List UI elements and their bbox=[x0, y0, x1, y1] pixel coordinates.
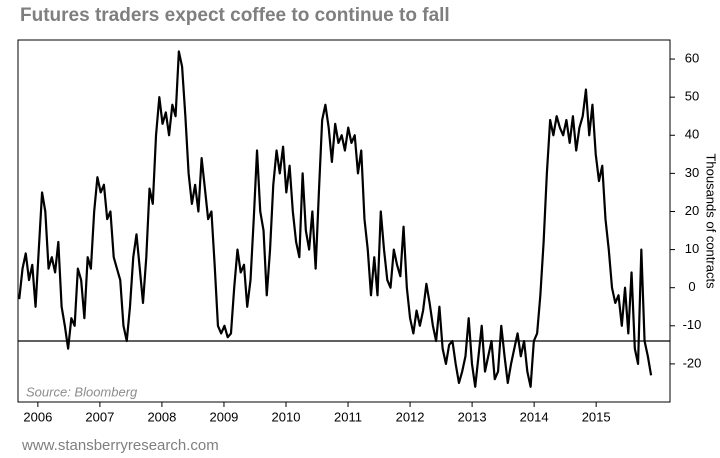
y-tick-label: 30 bbox=[685, 165, 699, 180]
x-tick-label: 2007 bbox=[85, 409, 114, 424]
x-tick-label: 2012 bbox=[396, 409, 425, 424]
y-tick-label: 0 bbox=[688, 279, 695, 294]
y-tick-label: 10 bbox=[685, 241, 699, 256]
x-tick-label: 2011 bbox=[334, 409, 362, 424]
chart-title: Futures traders expect coffee to continu… bbox=[20, 5, 450, 26]
y-tick-label: 40 bbox=[685, 127, 699, 142]
x-tick-label: 2010 bbox=[272, 409, 301, 424]
y-tick-label: -10 bbox=[683, 317, 702, 332]
y-tick-label: 50 bbox=[685, 89, 699, 104]
data-line bbox=[18, 50, 653, 388]
x-tick-label: 2015 bbox=[582, 409, 611, 424]
y-tick-label: -20 bbox=[683, 355, 702, 370]
y-tick-label: 20 bbox=[685, 203, 699, 218]
x-tick-label: 2006 bbox=[23, 409, 52, 424]
plot-frame bbox=[17, 39, 671, 403]
x-tick-label: 2008 bbox=[147, 409, 176, 424]
footer: www.stansberryresearch.com bbox=[21, 437, 219, 454]
y-tick-label: 60 bbox=[685, 50, 699, 65]
source: Source: Bloomberg bbox=[26, 384, 138, 399]
y-axis-label: Thousands of contracts bbox=[704, 153, 719, 289]
x-tick-label: 2009 bbox=[209, 409, 238, 424]
x-tick-label: 2013 bbox=[458, 409, 487, 424]
x-tick-label: 2014 bbox=[520, 409, 549, 424]
